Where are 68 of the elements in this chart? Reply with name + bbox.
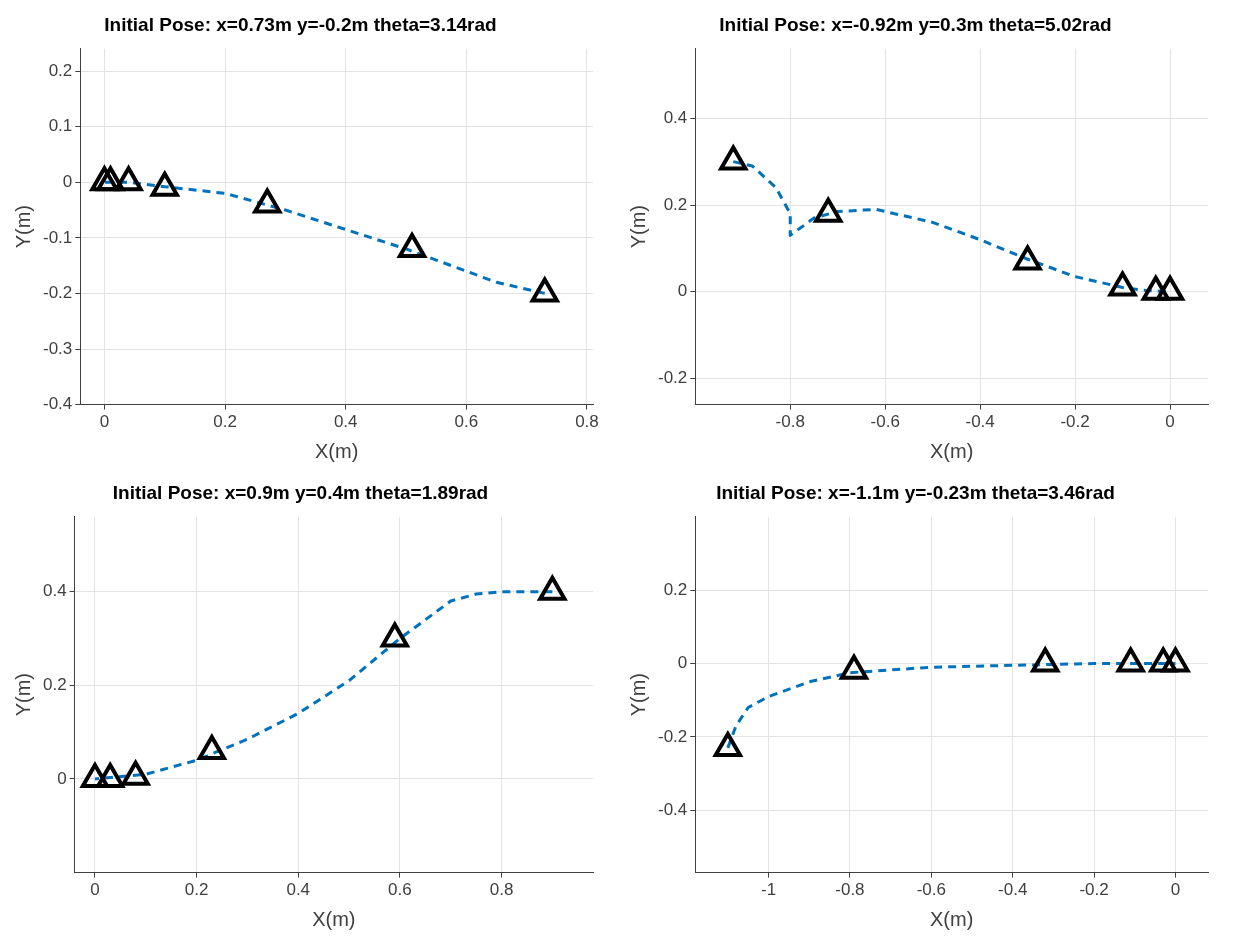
y-tick-label: -0.1 bbox=[43, 227, 73, 247]
x-tick-label: -1 bbox=[760, 880, 777, 900]
y-tick-label: 0 bbox=[677, 281, 688, 301]
y-tick-label: 0.2 bbox=[42, 675, 67, 695]
y-tick-label: 0.2 bbox=[48, 60, 73, 80]
x-tick-label: 0 bbox=[90, 880, 100, 900]
x-tick-label: -0.6 bbox=[870, 412, 900, 432]
x-tick-label: 0.6 bbox=[388, 880, 412, 900]
x-tick-label: 0.2 bbox=[213, 412, 237, 432]
x-tick-label: 0.8 bbox=[575, 412, 599, 432]
x-tick-label: 0.6 bbox=[454, 412, 479, 432]
y-tick-label: -0.4 bbox=[658, 799, 688, 819]
y-axis-title: Y(m) bbox=[626, 205, 649, 249]
point bbox=[839, 654, 869, 680]
y-axis-title: Y(m) bbox=[626, 673, 649, 717]
x-axis-title: X(m) bbox=[314, 439, 359, 462]
x-tick-label: 0.2 bbox=[184, 880, 209, 900]
y-tick-label: -0.2 bbox=[43, 283, 73, 303]
x-tick-label: -0.4 bbox=[998, 880, 1028, 900]
point bbox=[1029, 645, 1061, 673]
point bbox=[1013, 245, 1042, 271]
point bbox=[90, 166, 119, 192]
x-tick-label: 0 bbox=[1165, 412, 1175, 432]
point bbox=[1115, 645, 1147, 673]
point bbox=[1140, 273, 1172, 301]
point bbox=[530, 277, 559, 303]
x-tick-label: 0 bbox=[99, 412, 110, 432]
y-tick-label: 0 bbox=[62, 171, 73, 191]
x-tick-label: -0.2 bbox=[1060, 412, 1090, 432]
x-tick-label: 0 bbox=[1170, 880, 1181, 900]
y-tick-label: -0.2 bbox=[658, 726, 688, 746]
point bbox=[96, 166, 125, 192]
x-tick-label: -0.2 bbox=[1079, 880, 1109, 900]
y-tick-label: -0.4 bbox=[43, 394, 73, 414]
chart-title: Initial Pose: x=0.73m y=-0.2m theta=3.14rad bbox=[104, 13, 497, 35]
point bbox=[1108, 271, 1137, 297]
y-tick-label: -0.2 bbox=[658, 368, 688, 388]
point bbox=[1147, 645, 1179, 673]
x-tick-label: -0.8 bbox=[775, 412, 805, 432]
x-axis-title: X(m) bbox=[929, 907, 974, 930]
chart-title: Initial Pose: x=-1.1m y=-0.23m theta=3.46rad bbox=[716, 481, 1115, 503]
y-tick-label: 0 bbox=[677, 653, 688, 673]
chart-title: Initial Pose: x=-0.92m y=0.3m theta=5.02rad bbox=[719, 13, 1112, 35]
point bbox=[1155, 275, 1185, 301]
x-axis-title: X(m) bbox=[312, 907, 356, 930]
x-tick-label: 0.4 bbox=[286, 880, 311, 900]
y-tick-label: 0.2 bbox=[663, 579, 688, 599]
y-tick-label: 0.1 bbox=[48, 116, 73, 136]
point bbox=[114, 166, 143, 192]
x-tick-label: -0.6 bbox=[916, 880, 946, 900]
point bbox=[812, 195, 844, 223]
chart-title: Initial Pose: x=0.9m y=0.4m theta=1.89rad bbox=[112, 481, 489, 503]
point bbox=[397, 232, 427, 258]
x-tick-label: -0.4 bbox=[965, 412, 995, 432]
point bbox=[717, 143, 749, 171]
y-tick-label: 0 bbox=[57, 768, 67, 788]
x-tick-label: 0.8 bbox=[489, 880, 514, 900]
y-tick-label: 0.4 bbox=[663, 107, 688, 127]
x-tick-label: -0.8 bbox=[835, 880, 865, 900]
y-tick-label: -0.3 bbox=[43, 338, 73, 358]
y-axis-title: Y(m) bbox=[11, 205, 34, 249]
y-tick-label: 0.4 bbox=[42, 581, 67, 601]
y-tick-label: 0.2 bbox=[663, 194, 688, 214]
y-axis-title: Y(m) bbox=[11, 673, 34, 717]
point bbox=[253, 188, 282, 214]
x-axis-title: X(m) bbox=[929, 439, 974, 462]
x-tick-label: 0.4 bbox=[333, 412, 358, 432]
point bbox=[1160, 645, 1191, 673]
